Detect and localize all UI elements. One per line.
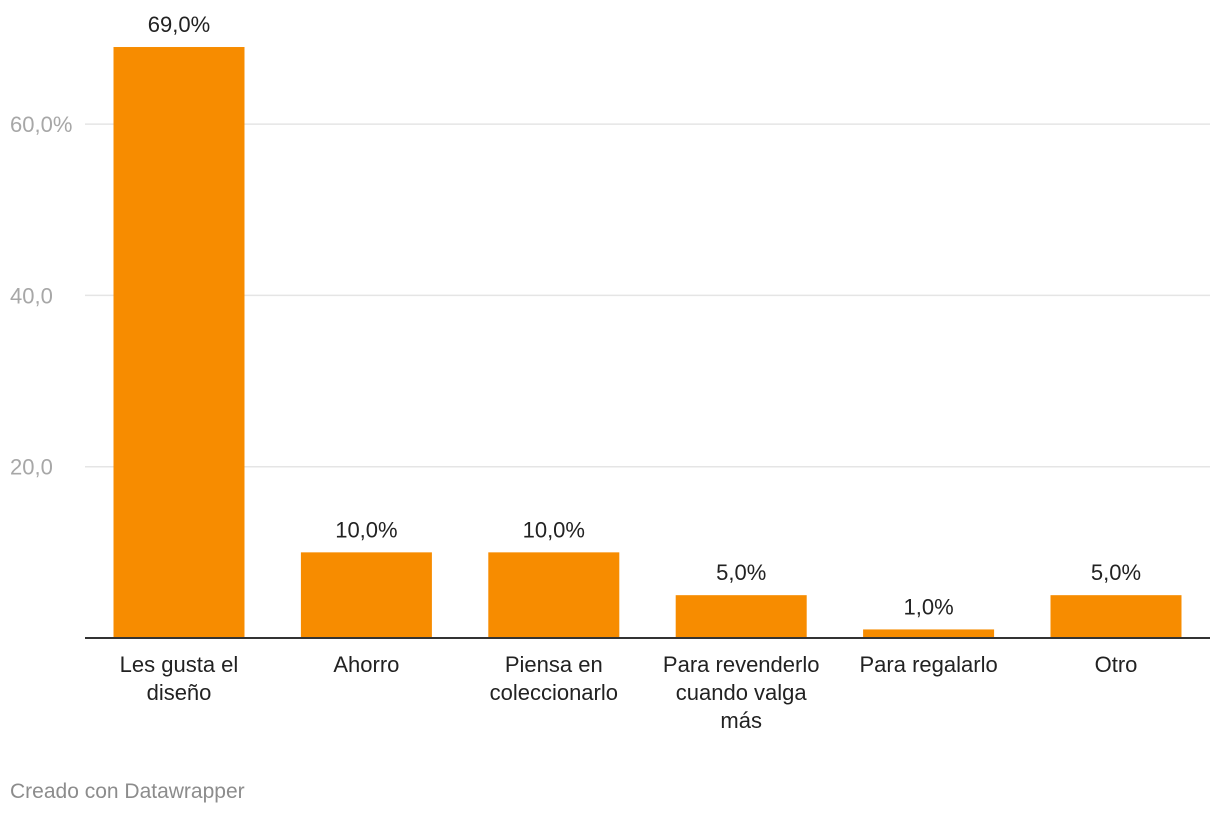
value-label: 69,0% (148, 12, 210, 37)
bar (300, 552, 432, 638)
category-label: Piensa en coleccionarlo (490, 652, 618, 705)
y-tick-label: 40,0 (10, 283, 53, 308)
category-label: Para regalarlo (860, 652, 998, 677)
value-label: 10,0% (335, 517, 397, 542)
category-labels: Les gusta el diseño Ahorro Piensa en colecci… (120, 652, 1138, 733)
gridlines: 20,0 40,0 60,0% (10, 112, 1210, 480)
y-tick-label: 20,0 (10, 455, 53, 480)
y-tick-label: 60,0% (10, 112, 72, 137)
credit-text: Creado con Datawrapper (10, 780, 245, 803)
category-label: Otro (1095, 652, 1138, 677)
bar (113, 47, 245, 638)
category-label: Les gusta el diseño (120, 652, 239, 705)
category-label: Ahorro (333, 652, 399, 677)
value-labels: 69,0% 10,0% 10,0% 5,0% 1,0% 5,0% (148, 12, 1141, 619)
bar (1050, 595, 1182, 638)
value-label: 5,0% (716, 560, 766, 585)
value-label: 10,0% (523, 517, 585, 542)
value-label: 1,0% (904, 594, 954, 619)
bar-chart: 20,0 40,0 60,0% 69,0% 10,0% 10,0% 5,0% 1,0% 5,0… (10, 12, 1210, 733)
bar (863, 629, 995, 638)
value-label: 5,0% (1091, 560, 1141, 585)
bar (488, 552, 620, 638)
bar (675, 595, 807, 638)
category-label: Para revenderlo cuando valga más (663, 652, 820, 733)
bars (113, 47, 1182, 638)
